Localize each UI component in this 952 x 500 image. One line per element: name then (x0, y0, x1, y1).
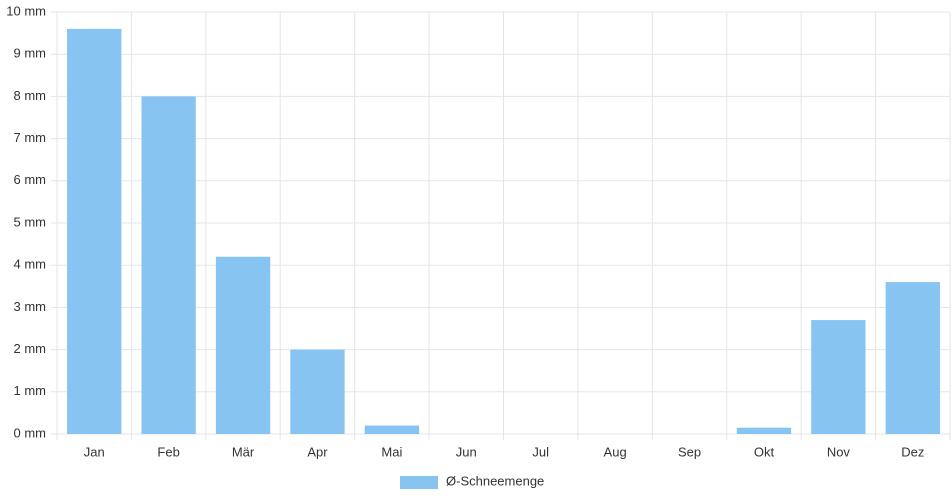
x-tick-label: Mai (381, 444, 402, 459)
legend-swatch (400, 476, 438, 489)
x-tick-label: Jun (456, 444, 477, 459)
bar (215, 256, 271, 434)
y-tick-label: 2 mm (14, 341, 47, 356)
bar (290, 349, 345, 434)
y-tick-label: 8 mm (14, 88, 47, 103)
x-tick-label: Sep (678, 444, 701, 459)
x-tick-label: Mär (232, 444, 255, 459)
bar (885, 282, 940, 434)
bar (736, 427, 792, 434)
y-tick-label: 0 mm (14, 425, 47, 440)
x-tick-label: Feb (157, 444, 179, 459)
y-tick-label: 4 mm (14, 257, 47, 272)
y-tick-label: 5 mm (14, 214, 47, 229)
y-tick-label: 1 mm (14, 383, 47, 398)
x-tick-label: Apr (307, 444, 328, 459)
y-tick-label: 6 mm (14, 172, 47, 187)
bar (811, 320, 866, 434)
bar (141, 96, 196, 435)
x-tick-label: Jan (84, 444, 105, 459)
bar (364, 425, 420, 434)
x-tick-label: Nov (827, 444, 851, 459)
y-tick-label: 3 mm (14, 299, 47, 314)
y-tick-label: 9 mm (14, 46, 47, 61)
x-tick-label: Dez (901, 444, 924, 459)
y-tick-label: 10 mm (6, 3, 46, 18)
x-tick-label: Aug (604, 444, 627, 459)
y-tick-label: 7 mm (14, 130, 47, 145)
x-tick-label: Okt (754, 444, 775, 459)
bar (67, 28, 122, 434)
legend-label: Ø-Schneemenge (446, 473, 544, 488)
x-tick-label: Jul (532, 444, 549, 459)
